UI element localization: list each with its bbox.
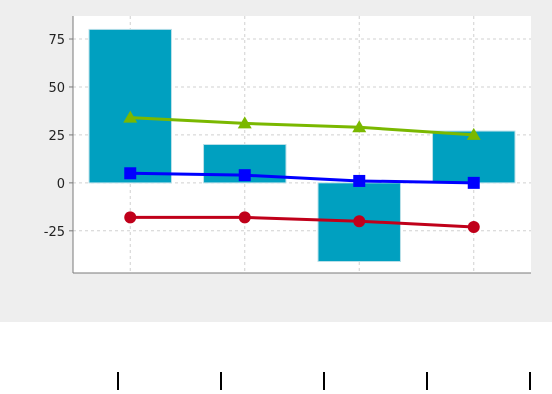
series-point — [467, 176, 480, 189]
series-point — [353, 215, 366, 228]
series-point — [467, 220, 480, 233]
y-tick-label: 75 — [48, 33, 65, 48]
series-line — [130, 171, 474, 185]
series-line — [130, 215, 474, 229]
y-tick-label: 50 — [48, 81, 65, 96]
series-line — [130, 116, 474, 137]
y-tick-label: 25 — [48, 129, 65, 144]
lines-layer — [123, 110, 481, 233]
y-axis: 75 50 25 0 -25 — [44, 33, 73, 240]
series-point — [353, 174, 366, 187]
series-point — [237, 116, 252, 129]
series-point — [352, 120, 367, 133]
series-point — [466, 127, 481, 140]
series-point — [124, 167, 137, 180]
y-tick-label: -25 — [44, 225, 65, 240]
bar — [88, 28, 172, 184]
series-point — [123, 110, 138, 123]
series-point — [238, 169, 251, 182]
bottom-tick-marks — [117, 372, 531, 390]
series-point — [124, 211, 137, 224]
y-tick-label: 0 — [57, 177, 65, 192]
series-point — [238, 211, 251, 224]
